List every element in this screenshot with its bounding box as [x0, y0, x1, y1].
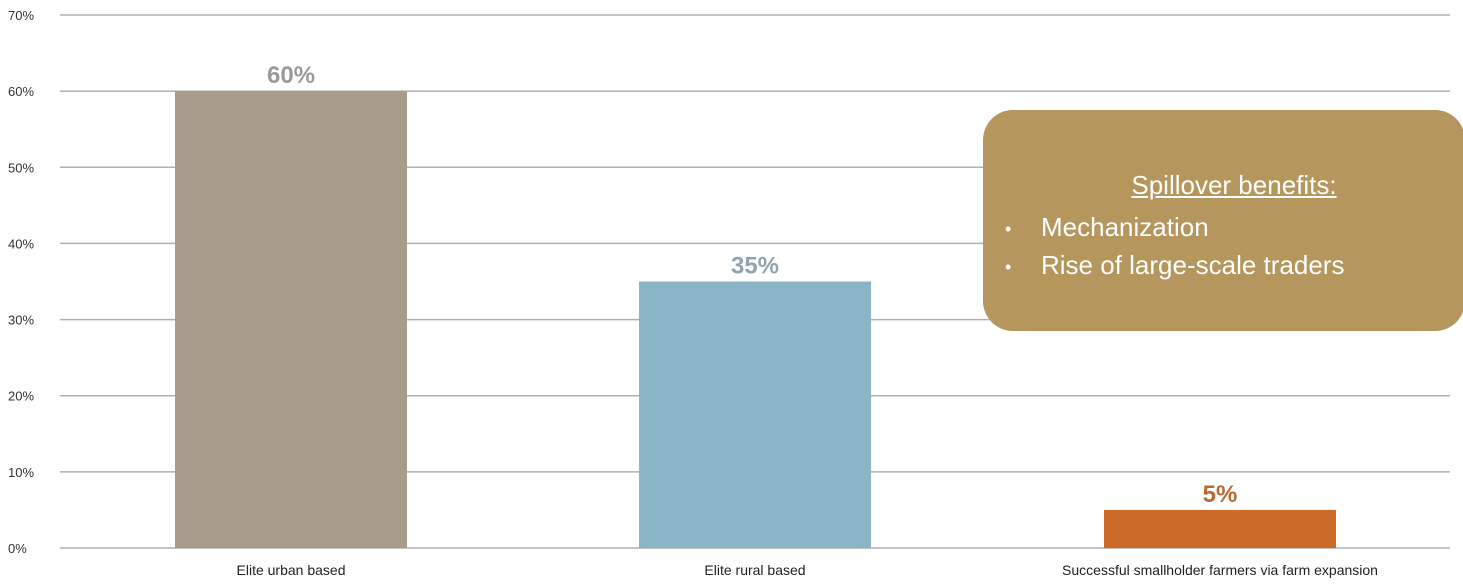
y-tick-label: 70% [8, 8, 34, 23]
callout-title: Spillover benefits: [1131, 170, 1337, 200]
y-tick-label: 10% [8, 465, 34, 480]
y-tick-label: 0% [8, 541, 27, 556]
data-label: 5% [1203, 481, 1238, 508]
bars [175, 91, 1336, 549]
callout-item-label: Mechanization [1041, 212, 1209, 242]
callout-item: • Rise of large-scale traders [1005, 247, 1463, 285]
data-label: 35% [731, 253, 779, 280]
y-tick-label: 20% [8, 389, 34, 404]
y-tick-label: 50% [8, 160, 34, 175]
data-labels: 60% 35% 5% [267, 62, 1237, 508]
bar [639, 281, 871, 548]
callout-list: • Mechanization • Rise of large-scale trad… [983, 209, 1463, 285]
y-axis-ticks: 0% 10% 20% 30% 40% 50% 60% 70% [8, 8, 34, 556]
x-tick-label: Elite rural based [704, 562, 805, 578]
bar [175, 91, 407, 549]
spillover-callout: Spillover benefits: • Mechanization • Rise… [983, 110, 1463, 331]
callout-item-label: Rise of large-scale traders [1041, 250, 1345, 281]
category-labels: Elite urban based Elite rural based Succes… [237, 562, 1378, 578]
callout-item: • Mechanization [1005, 209, 1463, 247]
data-label: 60% [267, 62, 315, 89]
bullet-icon: • [1005, 219, 1012, 240]
x-tick-label: Successful smallholder farmers via farm … [1062, 562, 1378, 578]
bar [1104, 509, 1336, 548]
y-tick-label: 60% [8, 84, 34, 99]
bullet-icon: • [1005, 257, 1012, 278]
y-tick-label: 40% [8, 236, 34, 251]
y-tick-label: 30% [8, 313, 34, 328]
x-tick-label: Elite urban based [237, 562, 346, 578]
